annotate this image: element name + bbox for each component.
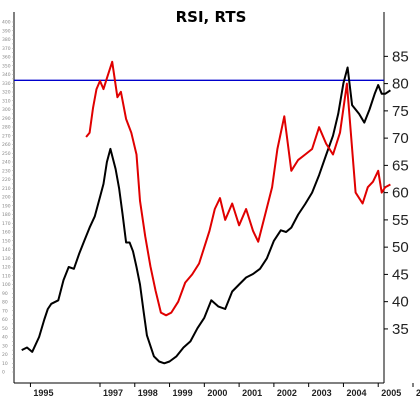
left-tick-label: 60 [2, 317, 8, 323]
right-tick-label: 50 [392, 239, 409, 256]
right-tick-label: 35 [392, 321, 409, 338]
right-tick-label: 70 [392, 130, 409, 147]
left-tick-label: 380 [2, 37, 11, 43]
left-tick-label: 50 [2, 326, 8, 332]
left-tick-label: 0 [2, 370, 5, 376]
left-tick-label: 250 [2, 151, 11, 157]
right-tick-label: 60 [392, 185, 409, 202]
x-tick-label: 2002 [277, 388, 297, 398]
left-tick-label: 110 [2, 273, 11, 279]
left-tick-label: 20 [2, 352, 8, 358]
x-tick-label: 1999 [173, 388, 193, 398]
left-tick-label: 120 [2, 265, 11, 271]
left-tick-label: 150 [2, 238, 11, 244]
left-tick-label: 320 [2, 90, 11, 96]
left-tick-label: 330 [2, 81, 11, 87]
right-tick-label: 45 [392, 266, 409, 283]
left-tick-label: 300 [2, 107, 11, 113]
x-tick-label: 2003 [312, 388, 332, 398]
left-tick-label: 170 [2, 221, 11, 227]
left-tick-label: 360 [2, 55, 11, 61]
left-tick-label: 220 [2, 177, 11, 183]
left-tick-label: 400 [2, 20, 11, 26]
left-tick-label: 40 [2, 335, 8, 341]
left-tick-label: 80 [2, 300, 8, 306]
left-tick-label: 310 [2, 98, 11, 104]
left-tick-label: 260 [2, 142, 11, 148]
chart-title: RSI, RTS [176, 8, 247, 26]
left-tick-label: 200 [2, 195, 11, 201]
left-tick-label: 280 [2, 125, 11, 131]
left-tick-label: 90 [2, 291, 8, 297]
left-tick-label: 390 [2, 28, 11, 34]
x-tick-label: 1997 [103, 388, 123, 398]
x-tick-label: 2004 [346, 388, 366, 398]
left-tick-label: 180 [2, 212, 11, 218]
left-tick-label: 160 [2, 230, 11, 236]
right-tick-label: 55 [392, 212, 409, 229]
x-tick-label: 2005 [381, 388, 401, 398]
left-tick-label: 210 [2, 186, 11, 192]
x-tick-label: 1998 [138, 388, 158, 398]
right-tick-label: 75 [392, 103, 409, 120]
left-tick-label: 350 [2, 63, 11, 69]
x-tick-label: 2000 [207, 388, 227, 398]
left-tick-label: 10 [2, 361, 8, 367]
left-tick-label: 290 [2, 116, 11, 122]
axes: 0 10 20 30 40 50 60 70 80 90 100 110 120 130 140 150 160… [2, 12, 420, 398]
left-tick-label: 100 [2, 282, 11, 288]
left-tick-label: 130 [2, 256, 11, 262]
series-layer [14, 60, 391, 365]
series-line-1 [85, 60, 391, 317]
left-tick-label: 340 [2, 72, 11, 78]
left-tick-label: 270 [2, 133, 11, 139]
right-tick-label: 65 [392, 157, 409, 174]
x-tick-label: 2001 [242, 388, 262, 398]
series-line-0 [21, 66, 391, 365]
right-tick-label: 40 [392, 294, 409, 311]
left-tick-label: 240 [2, 160, 11, 166]
left-tick-label: 370 [2, 46, 11, 52]
left-tick-label: 70 [2, 308, 8, 314]
x-tick-label: 1995 [33, 388, 53, 398]
left-tick-label: 230 [2, 168, 11, 174]
right-tick-label: 80 [392, 76, 409, 93]
left-tick-label: 190 [2, 203, 11, 209]
x-tick-label: 200 [416, 388, 420, 398]
left-tick-label: 140 [2, 247, 11, 253]
left-tick-label: 30 [2, 343, 8, 349]
right-tick-label: 85 [392, 48, 409, 65]
